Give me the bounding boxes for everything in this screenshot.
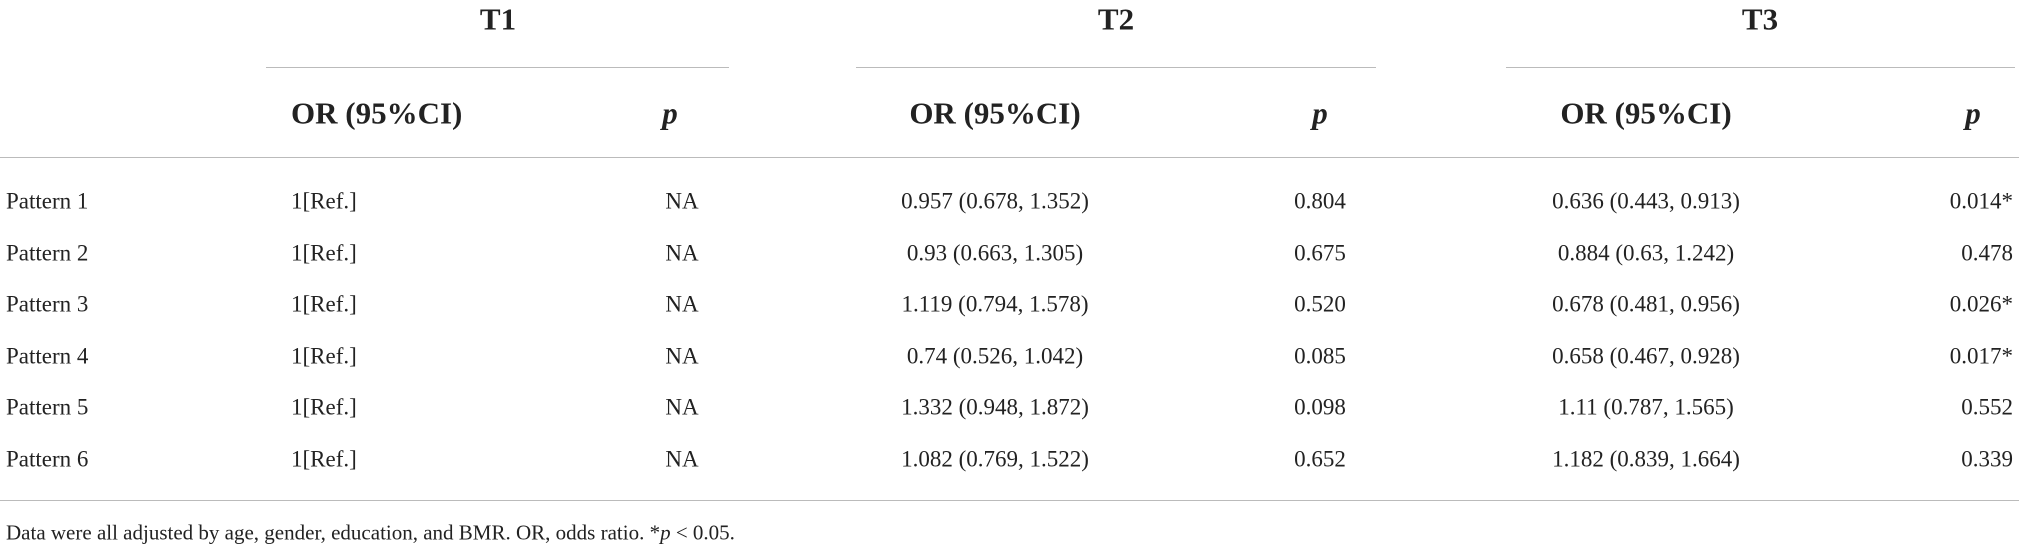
row-label: Pattern 2 [6,240,89,265]
cell: 1[Ref.] [291,291,357,317]
column-header: p [662,95,678,131]
cell: NA [665,343,699,368]
cell: 1[Ref.] [291,240,357,265]
cell: 1.082 (0.769, 1.522) [901,446,1089,471]
cell: 0.652 [1294,446,1346,471]
bottom-rule [0,500,2019,501]
group-rule [266,67,729,68]
cell: 0.017* [1949,343,2013,368]
column-header: p [1965,95,1981,131]
cell: NA [665,446,699,471]
cell: 0.552 [1961,394,2013,420]
cell: 1[Ref.] [291,446,357,471]
group-rule [1506,67,2015,68]
footnote-text: p [660,520,671,545]
cell: NA [665,240,699,265]
header-rule [0,157,2019,158]
cell: 0.675 [1294,240,1346,265]
cell: 0.085 [1294,343,1346,368]
row-label: Pattern 3 [6,291,89,317]
column-header: OR (95%CI) [909,95,1081,131]
column-header: OR (95%CI) [1560,95,1732,131]
footnote: Data were all adjusted by age, gender, e… [6,520,735,545]
cell: 0.339 [1961,446,2013,471]
group-rule [856,67,1376,68]
row-label: Pattern 4 [6,343,89,368]
cell: 0.098 [1294,394,1346,420]
cell: 1[Ref.] [291,343,357,368]
cell: 1[Ref.] [291,394,357,420]
cell: 0.636 (0.443, 0.913) [1552,188,1740,214]
group-header: T2 [1097,1,1135,37]
row-label: Pattern 6 [6,446,89,471]
cell: 0.884 (0.63, 1.242) [1557,240,1735,265]
cell: 0.658 (0.467, 0.928) [1552,343,1740,368]
row-label: Pattern 5 [6,394,89,420]
cell: 0.520 [1294,291,1346,317]
group-header: T1 [479,1,517,37]
footnote-text: < 0.05. [670,520,735,545]
cell: 0.678 (0.481, 0.956) [1552,291,1740,317]
cell: NA [665,188,699,214]
cell: 0.957 (0.678, 1.352) [901,188,1089,214]
cell: 0.014* [1949,188,2013,214]
group-header: T3 [1741,1,1779,37]
cell: 0.478 [1961,240,2013,265]
cell: 1[Ref.] [291,188,357,214]
cell: 0.026* [1949,291,2013,317]
column-header: OR (95%CI) [291,95,463,131]
cell: 0.93 (0.663, 1.305) [906,240,1084,265]
cell: 1.119 (0.794, 1.578) [901,291,1089,317]
row-label: Pattern 1 [6,188,89,214]
cell: NA [665,291,699,317]
cell: 0.74 (0.526, 1.042) [906,343,1084,368]
cell: 1.182 (0.839, 1.664) [1552,446,1740,471]
cell: 1.11 (0.787, 1.565) [1558,394,1734,420]
cell: NA [665,394,699,420]
footnote-text: Data were all adjusted by age, gender, e… [6,520,661,545]
column-header: p [1312,95,1328,131]
cell: 1.332 (0.948, 1.872) [901,394,1089,420]
cell: 0.804 [1294,188,1346,214]
